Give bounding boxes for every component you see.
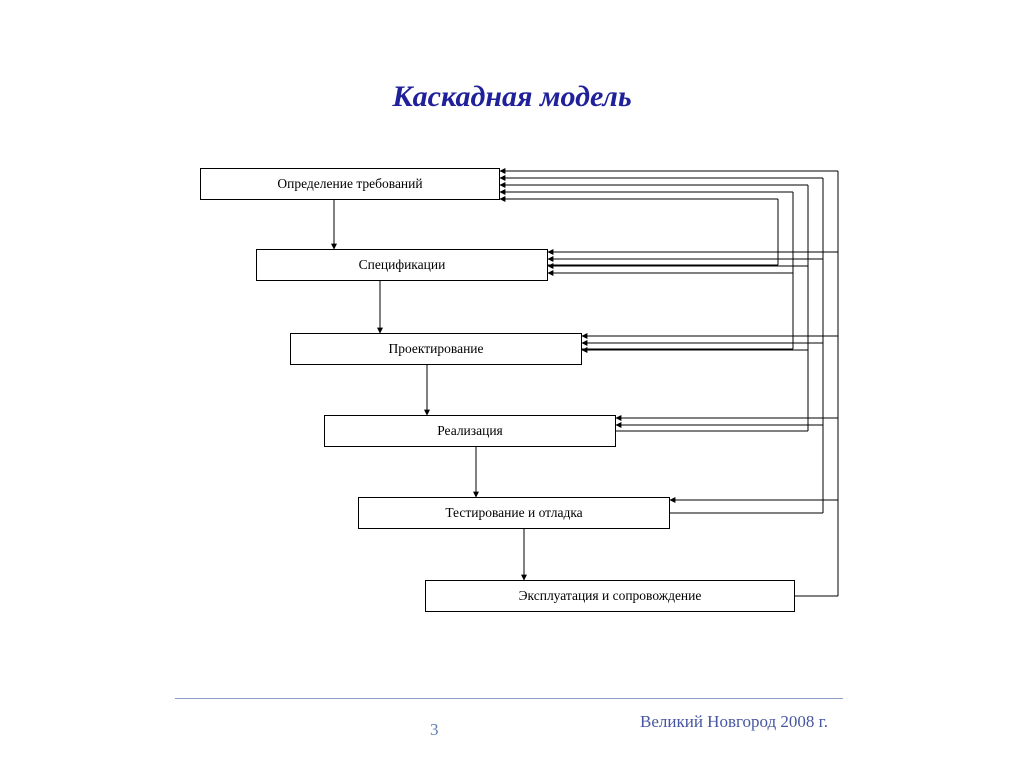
flow-node-n2: Спецификации <box>256 249 548 281</box>
flow-node-label: Спецификации <box>359 257 446 273</box>
diagram-edges <box>0 0 1024 767</box>
flow-node-label: Тестирование и отладка <box>445 505 582 521</box>
flow-node-n5: Тестирование и отладка <box>358 497 670 529</box>
flow-node-label: Проектирование <box>388 341 483 357</box>
flow-node-n1: Определение требований <box>200 168 500 200</box>
page-number: 3 <box>430 720 439 740</box>
flow-node-n6: Эксплуатация и сопровождение <box>425 580 795 612</box>
flow-node-n4: Реализация <box>324 415 616 447</box>
flow-node-label: Реализация <box>437 423 503 439</box>
flow-node-label: Определение требований <box>277 176 422 192</box>
flow-node-n3: Проектирование <box>290 333 582 365</box>
footer-divider <box>175 698 843 699</box>
footer-text: Великий Новгород 2008 г. <box>640 712 828 732</box>
flow-node-label: Эксплуатация и сопровождение <box>519 588 702 604</box>
